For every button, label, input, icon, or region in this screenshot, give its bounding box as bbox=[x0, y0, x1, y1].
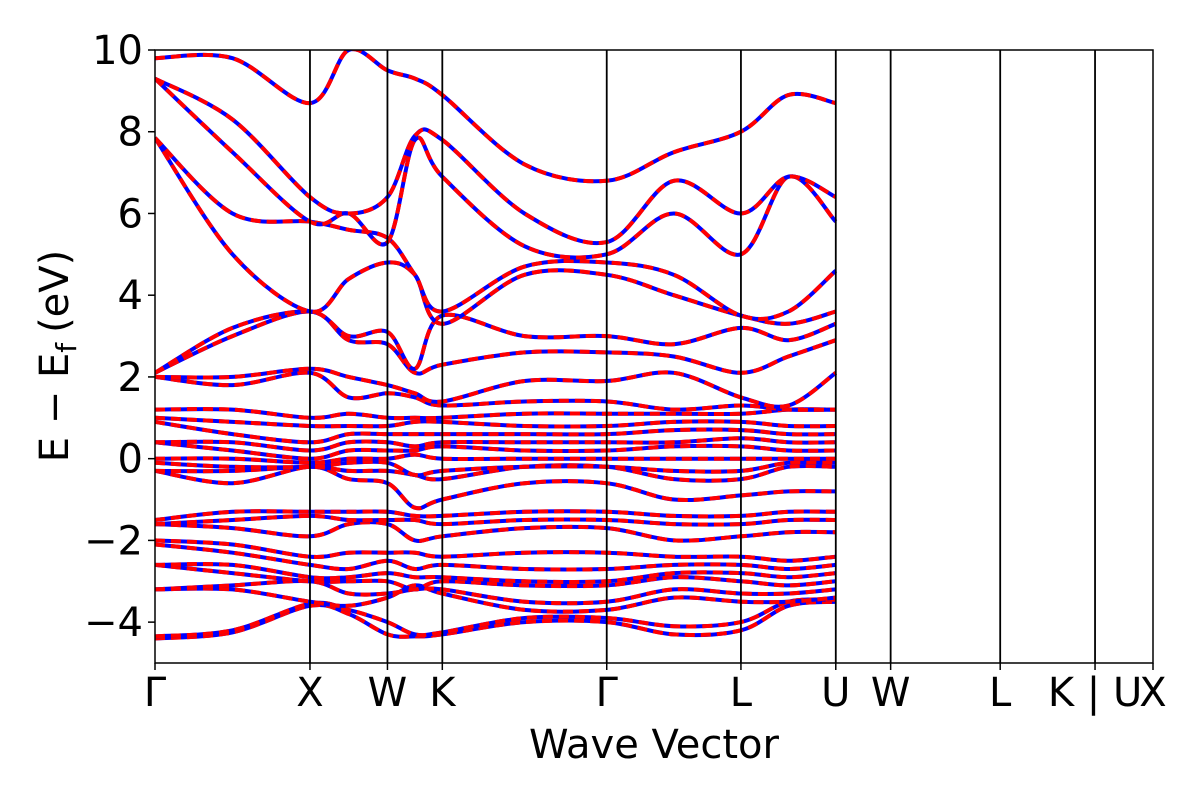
band-line-red-16 bbox=[155, 436, 836, 453]
x-tick-label: K | U bbox=[1048, 670, 1142, 716]
band-line-red-1 bbox=[155, 597, 836, 639]
band-line-red-20 bbox=[155, 370, 836, 412]
y-tick-label: −4 bbox=[84, 600, 143, 646]
y-tick-label: −2 bbox=[84, 518, 143, 564]
band-line-blue-24 bbox=[155, 136, 837, 326]
band-line-red-7 bbox=[155, 538, 836, 563]
x-tick-label: W bbox=[368, 670, 408, 716]
band-line-red-27 bbox=[155, 76, 837, 246]
x-tick-label: Γ bbox=[144, 670, 167, 716]
band-line-red-23 bbox=[155, 309, 837, 375]
band-line-red-12 bbox=[155, 463, 836, 483]
x-tick-label: U bbox=[821, 670, 850, 716]
x-tick-label: L bbox=[989, 670, 1012, 716]
band-line-red-3 bbox=[155, 579, 836, 606]
x-tick-label: K bbox=[429, 670, 457, 716]
band-line-red-9 bbox=[155, 513, 836, 527]
band-line-red-8 bbox=[155, 520, 836, 543]
y-axis: −4 −2 0 2 4 6 8 10 bbox=[84, 28, 155, 646]
band-line-blue-28 bbox=[155, 50, 837, 184]
band-line-red-28 bbox=[155, 50, 837, 184]
x-tick-label: W bbox=[871, 670, 911, 716]
y-tick-label: 2 bbox=[118, 355, 143, 401]
y-axis-title-unit: (eV) bbox=[32, 250, 78, 333]
band-line-red-11 bbox=[155, 464, 836, 511]
band-line-red-0 bbox=[155, 599, 836, 641]
kpoint-lines bbox=[309, 50, 1096, 663]
x-tick-label: Γ bbox=[596, 670, 619, 716]
band-line-red-5 bbox=[155, 562, 836, 585]
y-tick-label: 4 bbox=[118, 273, 143, 319]
y-tick-label: 0 bbox=[118, 437, 143, 483]
band-line-red-2 bbox=[155, 583, 836, 614]
band-line-red-10 bbox=[155, 509, 836, 522]
band-line-red-15 bbox=[155, 440, 836, 461]
bands-layer bbox=[155, 50, 838, 641]
x-tick-label: X bbox=[296, 670, 323, 716]
band-line-red-17 bbox=[155, 419, 836, 445]
y-tick-label: 6 bbox=[118, 191, 143, 237]
band-line-red-19 bbox=[155, 407, 836, 421]
y-tick-label: 8 bbox=[118, 110, 143, 156]
band-line-red-26 bbox=[155, 77, 838, 260]
band-line-blue-27 bbox=[155, 76, 837, 246]
x-axis-title: Wave Vector bbox=[529, 722, 780, 768]
y-axis-title-sub: f bbox=[50, 342, 83, 353]
plot-frame bbox=[154, 49, 1154, 664]
y-axis-title: E − Ef (eV) bbox=[32, 250, 83, 463]
band-line-red-6 bbox=[155, 542, 836, 572]
x-tick-label: L bbox=[730, 670, 753, 716]
y-axis-title-main: E − E bbox=[32, 353, 78, 463]
band-line-red-13 bbox=[155, 459, 836, 478]
x-tick-label: X bbox=[1139, 670, 1166, 716]
band-line-red-4 bbox=[155, 562, 836, 592]
band-line-red-24 bbox=[155, 136, 837, 326]
band-line-red-25 bbox=[155, 136, 838, 322]
band-line-blue-26 bbox=[155, 77, 838, 260]
band-line-red-18 bbox=[155, 415, 836, 429]
band-line-red-14 bbox=[155, 452, 836, 465]
y-tick-label: 10 bbox=[92, 28, 143, 74]
band-line-red-21 bbox=[155, 366, 837, 409]
